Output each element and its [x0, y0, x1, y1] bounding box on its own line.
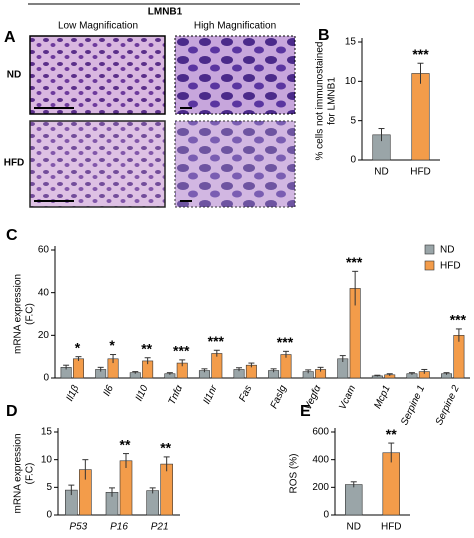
y-tick-label: 600: [312, 427, 329, 438]
significance: ***: [450, 312, 467, 328]
y-axis-label: % cells not immunostained: [315, 42, 326, 161]
y-tick-label: 20: [38, 330, 50, 341]
histology-image: [29, 35, 166, 115]
header: LMNB1: [148, 7, 183, 18]
significance: ***: [412, 46, 429, 62]
y-tick-label: 10: [345, 76, 357, 87]
legend-swatch: [424, 244, 435, 255]
panel-letter: A: [4, 29, 16, 46]
y-tick-label: 5: [46, 482, 52, 493]
y-axis-label: (F.C): [25, 303, 36, 325]
row-label: HFD: [4, 158, 25, 169]
y-tick-label: 0: [323, 510, 329, 521]
bar: [411, 73, 430, 161]
x-tick-label: Il10: [134, 383, 151, 403]
significance: ***: [208, 333, 225, 349]
significance: **: [160, 440, 171, 456]
significance: *: [109, 337, 115, 353]
x-tick-label: HFD: [410, 167, 431, 178]
significance: ***: [173, 343, 190, 359]
y-axis-label: mRNA expression: [13, 433, 24, 513]
y-axis-label: ROS (%): [289, 454, 300, 494]
x-tick-label: Il6: [102, 383, 117, 398]
legend-label: ND: [440, 245, 454, 256]
y-axis-label: (F.C): [25, 463, 36, 485]
legend-label: HFD: [440, 261, 461, 272]
x-tick-label: Il1β: [65, 383, 82, 403]
bar: [345, 484, 363, 516]
significance: **: [386, 426, 397, 442]
significance: *: [75, 339, 81, 355]
y-tick-label: 400: [312, 454, 329, 465]
bar: [280, 354, 292, 379]
x-tick-label: Faslg: [269, 383, 289, 410]
y-tick-label: 0: [350, 155, 356, 166]
panel-letter: C: [6, 227, 18, 244]
x-tick-label: ND: [374, 167, 388, 178]
y-tick-label: 200: [312, 482, 329, 493]
column-label: High Magnification: [194, 21, 276, 32]
x-tick-label: P21: [151, 522, 169, 533]
legend-swatch: [424, 260, 435, 271]
x-tick-label: Vcam: [337, 384, 358, 412]
bar: [119, 460, 133, 516]
y-tick-label: 15: [41, 427, 53, 438]
y-tick-label: 5: [350, 115, 356, 126]
histology-image: [174, 120, 296, 208]
significance: ***: [346, 254, 363, 270]
significance: ***: [277, 334, 294, 350]
x-tick-label: Serpine 2: [434, 383, 462, 427]
x-tick-label: Fas: [237, 384, 254, 404]
significance: **: [141, 340, 152, 356]
y-tick-label: 15: [345, 37, 357, 48]
y-tick-label: 10: [41, 454, 53, 465]
bar: [146, 490, 159, 516]
bar: [72, 358, 84, 379]
x-tick-label: Tnfα: [167, 383, 186, 406]
panel-letter: B: [318, 27, 330, 44]
bar: [211, 353, 223, 379]
x-tick-label: Mcp1: [372, 384, 392, 411]
y-axis-label: for LMNB1: [327, 77, 338, 125]
x-tick-label: P53: [69, 522, 87, 533]
histology-image: [29, 120, 166, 208]
y-tick-label: 60: [38, 245, 50, 256]
x-tick-label: P16: [110, 522, 128, 533]
row-label: ND: [7, 70, 21, 81]
histology-image: [174, 35, 296, 115]
panel-letter: D: [6, 403, 18, 420]
y-tick-label: 0: [43, 373, 49, 384]
y-tick-label: 0: [46, 510, 52, 521]
x-tick-label: Serpine 1: [399, 384, 427, 427]
y-axis-label: mRNA expression: [13, 274, 24, 354]
column-label: Low Magnification: [58, 21, 138, 32]
panel-letter: E: [300, 403, 311, 420]
x-tick-label: Il1nr: [202, 383, 220, 406]
bar: [160, 463, 173, 516]
significance: **: [120, 436, 131, 452]
x-tick-label: HFD: [381, 522, 402, 533]
y-tick-label: 40: [38, 287, 50, 298]
x-tick-label: ND: [347, 522, 361, 533]
